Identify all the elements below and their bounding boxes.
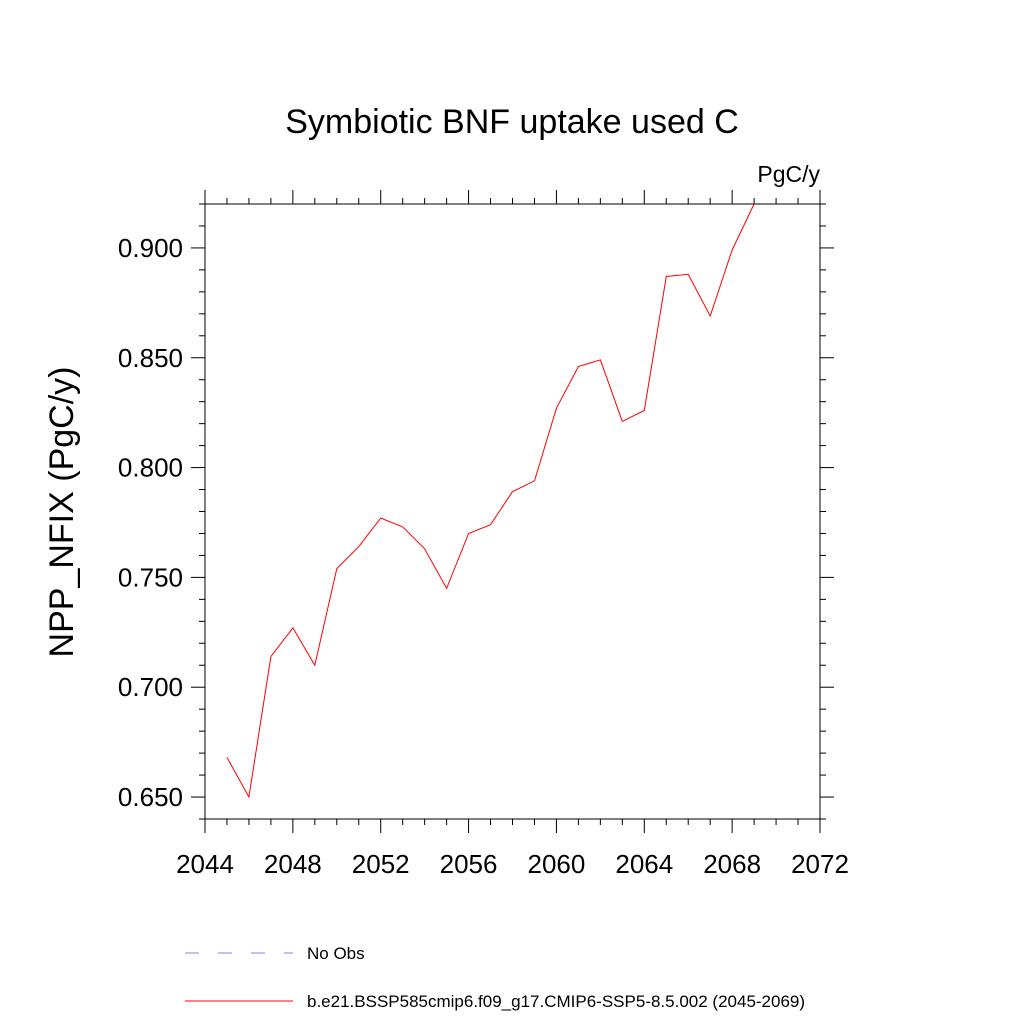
y-tick-label: 0.650: [118, 782, 183, 812]
x-tick-label: 2056: [440, 849, 498, 879]
y-tick-label: 0.850: [118, 343, 183, 373]
y-tick-label: 0.700: [118, 672, 183, 702]
y-axis-label: NPP_NFIX (PgC/y): [43, 367, 81, 658]
legend-label-no-obs: No Obs: [307, 944, 365, 963]
chart-title: Symbiotic BNF uptake used C: [285, 103, 739, 141]
x-tick-label: 2068: [703, 849, 761, 879]
ticks-layer: 2044 2048 2052 2056 2060 2064 2068 2072 0.650 0.7…: [118, 190, 849, 879]
x-tick-label: 2064: [615, 849, 673, 879]
x-tick-label: 2072: [791, 849, 849, 879]
x-tick-label: 2044: [176, 849, 234, 879]
x-tick-label: 2048: [264, 849, 322, 879]
series-line: [226, 203, 755, 799]
unit-label: PgC/y: [757, 161, 820, 187]
legend-label-model-run: b.e21.BSSP585cmip6.f09_g17.CMIP6-SSP5-8.…: [307, 992, 805, 1011]
y-tick-label: 0.750: [118, 562, 183, 592]
y-tick-label: 0.900: [118, 233, 183, 263]
x-tick-label: 2060: [528, 849, 586, 879]
legend: No Obs b.e21.BSSP585cmip6.f09_g17.CMIP6-…: [185, 944, 805, 1011]
plot-frame: [204, 203, 821, 820]
y-tick-label: 0.800: [118, 453, 183, 483]
series-layer: [226, 203, 755, 799]
x-tick-label: 2052: [352, 849, 410, 879]
